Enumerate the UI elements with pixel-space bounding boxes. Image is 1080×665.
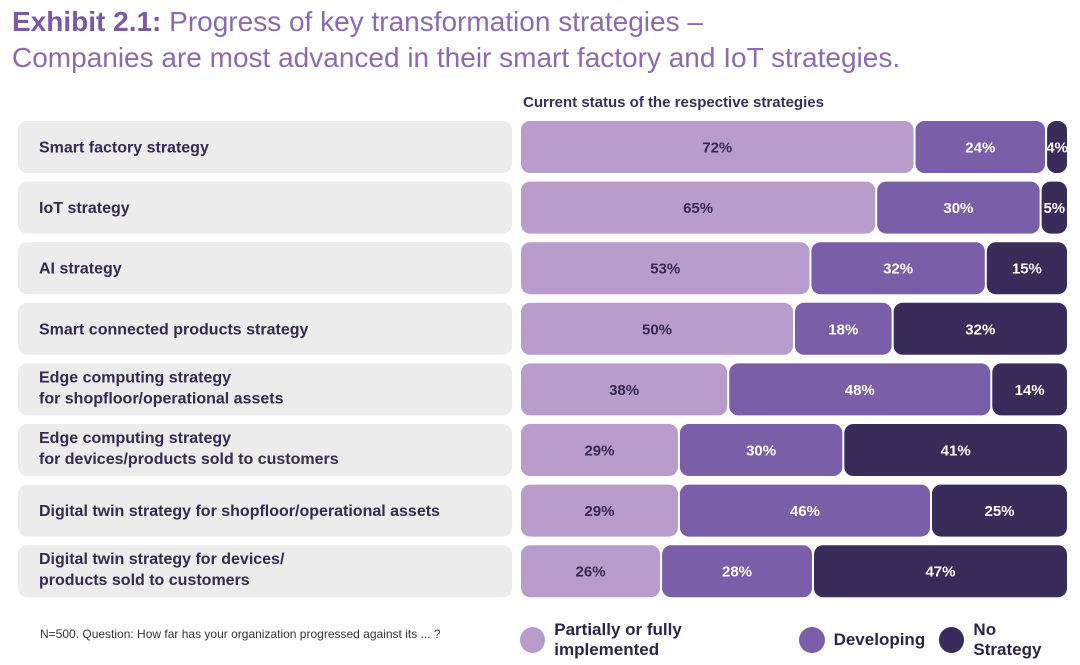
legend-swatch	[520, 627, 546, 653]
bar-segment	[844, 424, 1067, 476]
data-label: 50%	[642, 321, 672, 338]
chart-row: AI strategy 53% 32% 15%	[18, 242, 1067, 295]
chart-row: IoT strategy 65% 30% 5%	[18, 181, 1067, 234]
data-label: 29%	[584, 443, 614, 460]
row-label-background	[18, 363, 512, 416]
bar-segment	[521, 181, 876, 234]
legend: Partially or fully implemented Developing…	[520, 620, 1080, 660]
category-label: Digital twin strategy for devices/produc…	[39, 551, 285, 589]
data-label: 4%	[1046, 140, 1068, 157]
bar-segment	[679, 484, 930, 537]
exhibit-label: Exhibit 2.1:	[12, 6, 162, 37]
row-label-background	[18, 424, 512, 476]
bar-segment	[986, 242, 1067, 295]
chart-row: Edge computing strategy for devices/produ…	[18, 424, 1067, 476]
chart-title: Exhibit 2.1: Progress of key transformat…	[12, 4, 1072, 76]
data-label: 38%	[609, 382, 639, 399]
bar-segment	[811, 242, 985, 295]
data-label: 15%	[1012, 261, 1042, 278]
data-label: 32%	[883, 261, 913, 278]
status-header: Current status of the respective strateg…	[523, 94, 824, 111]
bar-segment	[893, 302, 1067, 355]
footnote: N=500. Question: How far has your organi…	[40, 627, 441, 641]
legend-label: Developing	[833, 630, 926, 649]
bar-segment	[915, 121, 1046, 173]
bar-segment	[813, 545, 1067, 598]
chart-row: Digital twin strategy for devices/produc…	[18, 545, 1067, 598]
data-label: 28%	[722, 564, 752, 581]
title-line-1: Progress of key transformation strategie…	[169, 6, 703, 37]
legend-item: Developing	[798, 627, 926, 653]
row-label-background	[18, 484, 512, 537]
chart-row: Smart connected products strategy 50% 18% 3…	[18, 302, 1067, 355]
data-label: 29%	[584, 503, 614, 520]
bar-segment	[521, 302, 793, 355]
bar-segment	[1047, 121, 1067, 173]
chart-row: Smart factory strategy 72% 24% 4%	[18, 121, 1068, 173]
legend-swatch	[939, 627, 965, 653]
bar-segment	[521, 121, 914, 173]
data-label: 41%	[941, 443, 971, 460]
bar-segment	[521, 545, 661, 598]
data-label: 32%	[965, 321, 995, 338]
legend-swatch	[798, 627, 825, 653]
legend-item: No Strategy	[939, 620, 1066, 660]
bar-segment	[795, 302, 892, 355]
data-label: 46%	[790, 503, 820, 520]
category-label: Smart factory strategy	[39, 140, 209, 157]
bar-segment	[932, 484, 1067, 537]
bar-segment	[521, 424, 678, 476]
chart-row: Digital twin strategy for shopfloor/oper…	[18, 484, 1067, 537]
data-label: 48%	[845, 382, 875, 399]
bar-segment	[1041, 181, 1067, 234]
row-label-background	[18, 545, 512, 598]
bar-segment	[662, 545, 812, 598]
row-label-background	[18, 242, 512, 295]
data-label: 14%	[1015, 382, 1045, 399]
row-label-background	[18, 302, 512, 355]
row-label-background	[18, 181, 512, 234]
bar-segment	[521, 363, 728, 416]
category-label: Smart connected products strategy	[39, 321, 309, 338]
category-label: Edge computing strategy for devices/produ…	[39, 430, 339, 468]
data-label: 30%	[943, 200, 973, 217]
data-label: 53%	[650, 261, 680, 278]
data-label: 18%	[828, 321, 858, 338]
bar-segment	[521, 484, 678, 537]
category-label: Edge computing strategy for shopfloor/ope…	[39, 369, 284, 407]
category-label: Digital twin strategy for shopfloor/oper…	[39, 503, 440, 520]
data-label: 47%	[925, 564, 955, 581]
legend-item: Partially or fully implemented	[520, 620, 785, 660]
data-label: 25%	[984, 503, 1014, 520]
category-label: AI strategy	[39, 261, 122, 278]
data-label: 5%	[1043, 200, 1065, 217]
bar-segment	[877, 181, 1040, 234]
title-line-2: Companies are most advanced in their sma…	[12, 42, 901, 73]
data-label: 65%	[683, 200, 713, 217]
legend-label: Partially or fully implemented	[554, 620, 682, 659]
bar-segment	[992, 363, 1067, 416]
bar-segment	[729, 363, 991, 416]
legend-label: No Strategy	[973, 620, 1042, 659]
data-label: 72%	[702, 140, 732, 157]
bar-segment	[679, 424, 843, 476]
data-label: 24%	[965, 140, 995, 157]
row-label-background	[18, 121, 512, 173]
data-label: 26%	[576, 564, 606, 581]
chart-row: Edge computing strategy for shopfloor/ope…	[18, 363, 1067, 416]
category-label: IoT strategy	[39, 200, 130, 217]
data-label: 30%	[746, 443, 776, 460]
bar-segment	[521, 242, 810, 295]
